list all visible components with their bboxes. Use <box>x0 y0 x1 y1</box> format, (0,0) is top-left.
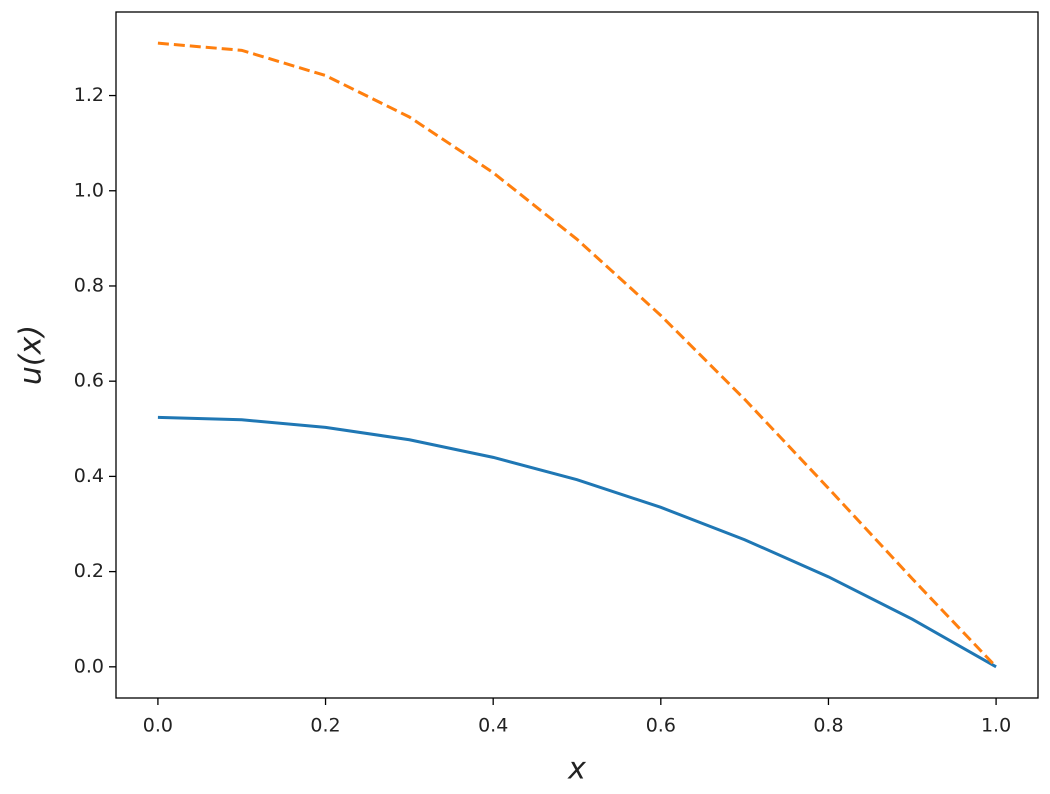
x-tick-label: 0.6 <box>646 715 676 737</box>
line-series <box>157 41 998 668</box>
x-tick-label: 0.8 <box>813 715 843 737</box>
y-axis-label: u(x) <box>14 325 49 385</box>
x-tick-label: 0.4 <box>478 715 508 737</box>
x-axis-label: x <box>567 752 586 787</box>
y-tick-label: 0.4 <box>74 465 104 487</box>
y-tick-label: 0.2 <box>74 560 104 582</box>
x-tick-label: 0.2 <box>310 715 340 737</box>
x-tick-label: 0.0 <box>143 715 173 737</box>
y-tick-label: 0.8 <box>74 274 104 296</box>
y-tick-label: 0.0 <box>74 655 104 677</box>
y-tick-label: 1.0 <box>74 179 104 201</box>
line-series <box>157 415 997 669</box>
x-tick-label: 1.0 <box>981 715 1011 737</box>
plot-frame <box>115 11 1039 699</box>
y-tick-label: 1.2 <box>74 84 104 106</box>
y-tick-label: 0.6 <box>74 370 104 392</box>
